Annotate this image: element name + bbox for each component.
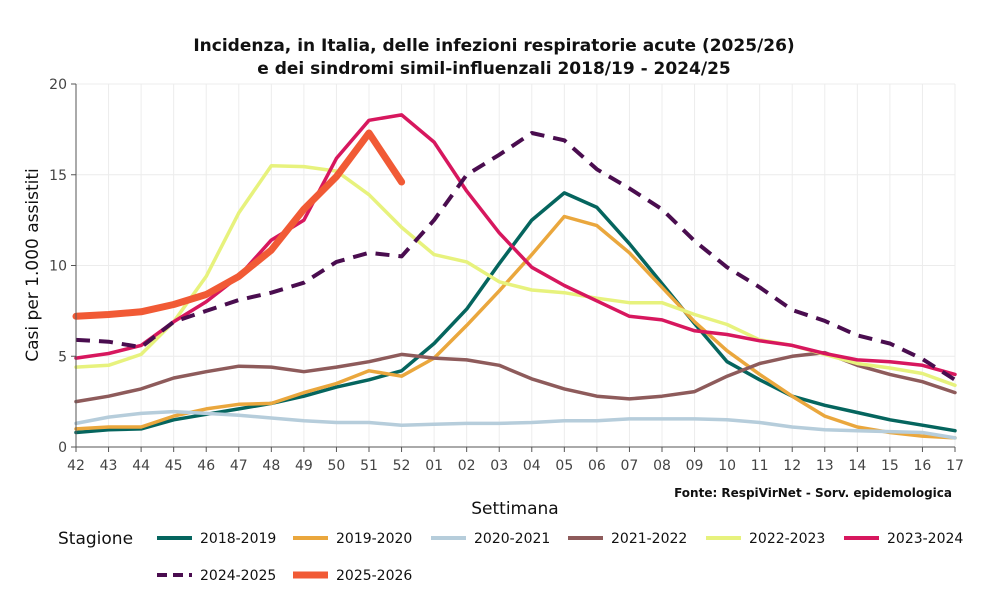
x-axis-label: Settimana (471, 499, 558, 519)
x-tick-label: 52 (393, 458, 411, 474)
x-tick-label: 15 (881, 458, 899, 474)
x-tick-label: 04 (523, 458, 541, 474)
x-tick-label: 08 (653, 458, 671, 474)
series-line-2019-2020 (74, 214, 957, 440)
x-tick-label: 45 (165, 458, 183, 474)
x-tick-label: 47 (230, 458, 248, 474)
legend-label-2025-2026: 2025-2026 (336, 568, 412, 584)
legend-title: Stagione (58, 529, 133, 549)
x-tick-label: 12 (783, 458, 801, 474)
x-tick-label: 02 (458, 458, 476, 474)
x-tick-label: 51 (360, 458, 378, 474)
chart-title-line1: Incidenza, in Italia, delle infezioni re… (193, 36, 794, 56)
y-tick-label: 10 (49, 259, 67, 275)
legend-label-2018-2019: 2018-2019 (200, 531, 276, 547)
y-tick-label: 5 (58, 349, 67, 365)
x-tick-label: 10 (718, 458, 736, 474)
series-line-2021-2022 (74, 350, 957, 404)
legend-label-2021-2022: 2021-2022 (611, 531, 687, 547)
x-tick-label: 01 (425, 458, 443, 474)
x-tick-label: 11 (751, 458, 769, 474)
y-tick-label: 0 (58, 440, 67, 456)
y-tick-label: 15 (49, 168, 67, 184)
legend-label-2020-2021: 2020-2021 (474, 531, 550, 547)
legend-label-2022-2023: 2022-2023 (749, 531, 825, 547)
x-tick-label: 44 (132, 458, 150, 474)
x-tick-label: 05 (555, 458, 573, 474)
x-tick-label: 14 (848, 458, 866, 474)
legend-label-2024-2025: 2024-2025 (200, 568, 276, 584)
x-tick-label: 09 (686, 458, 704, 474)
x-tick-label: 17 (946, 458, 964, 474)
legend-label-2023-2024: 2023-2024 (887, 531, 963, 547)
legend-label-2019-2020: 2019-2020 (336, 531, 412, 547)
x-tick-label: 13 (816, 458, 834, 474)
chart-title-line2: e dei sindromi simil-influenzali 2018/19… (257, 59, 730, 79)
series-group (72, 113, 957, 440)
series-line-2024-2025 (75, 131, 957, 382)
series-line-2020-2021 (74, 409, 957, 440)
x-tick-label: 43 (100, 458, 118, 474)
x-tick-label: 42 (67, 458, 85, 474)
x-tick-label: 46 (197, 458, 215, 474)
x-tick-label: 07 (621, 458, 639, 474)
series-line-2025-2026 (72, 129, 406, 320)
source-note: Fonte: RespiVirNet - Sorv. epidemologica (674, 486, 952, 500)
x-tick-label: 03 (490, 458, 508, 474)
x-tick-label: 16 (914, 458, 932, 474)
grid (75, 83, 956, 448)
y-axis-label: Casi per 1.000 assistiti (23, 168, 43, 361)
series-line-2018-2019 (74, 191, 957, 435)
x-tick-label: 49 (295, 458, 313, 474)
x-tick-label: 48 (262, 458, 280, 474)
y-tick-label: 20 (49, 77, 67, 93)
x-tick-label: 50 (328, 458, 346, 474)
x-tick-label: 06 (588, 458, 606, 474)
legend: 2018-2019 2019-2020 2020-2021 2021-2022 2022… (157, 531, 963, 584)
